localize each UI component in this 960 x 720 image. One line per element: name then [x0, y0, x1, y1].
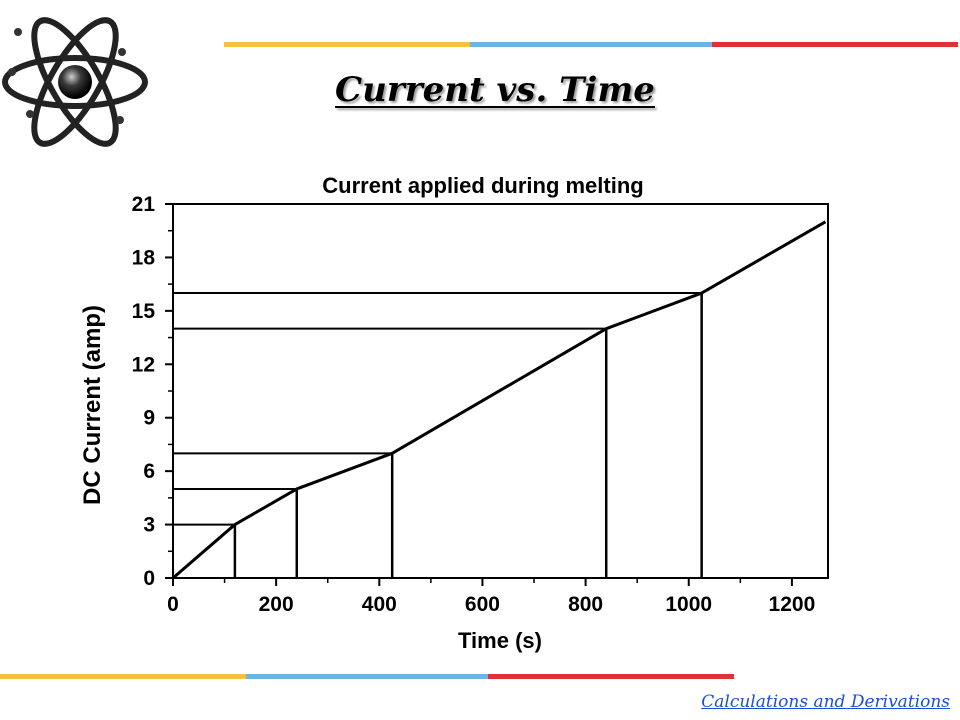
x-axis-label: Time (s): [458, 628, 542, 653]
bottom-accent-yellow: [0, 674, 246, 679]
chart-title: Current applied during melting: [322, 173, 643, 198]
y-tick-label: 3: [143, 514, 155, 537]
atom-icon: [2, 17, 148, 147]
x-tick-label: 400: [362, 593, 397, 616]
y-tick-label: 6: [143, 460, 155, 483]
x-ticks: 0 200 400 600 800 1000 1200: [167, 578, 815, 616]
top-accent-yellow: [224, 42, 470, 47]
x-tick-label: 1000: [665, 593, 712, 616]
y-tick-label: 18: [132, 246, 156, 269]
slide-title: Current vs. Time: [335, 70, 655, 110]
y-tick-label: 12: [132, 353, 155, 376]
x-tick-label: 0: [167, 593, 179, 616]
y-tick-label: 0: [143, 567, 155, 590]
x-tick-label: 1200: [769, 593, 816, 616]
y-tick-label: 9: [143, 407, 155, 430]
bottom-accent-red: [488, 674, 734, 679]
y-ticks: 0 3 6 9 12 15 18 21: [132, 193, 173, 590]
reference-lines: [173, 292, 703, 578]
x-tick-label: 800: [568, 593, 603, 616]
top-accent-blue: [470, 42, 712, 47]
y-tick-label: 15: [132, 300, 156, 323]
x-tick-label: 200: [259, 593, 294, 616]
series-line: [172, 220, 827, 580]
x-tick-label: 600: [465, 593, 500, 616]
y-axis-label: DC Current (amp): [79, 305, 106, 505]
y-tick-label: 21: [132, 193, 156, 216]
top-accent-red: [712, 42, 958, 47]
series-group: [172, 220, 827, 580]
footer-link[interactable]: Calculations and Derivations: [701, 692, 950, 712]
bottom-accent-blue: [246, 674, 488, 679]
